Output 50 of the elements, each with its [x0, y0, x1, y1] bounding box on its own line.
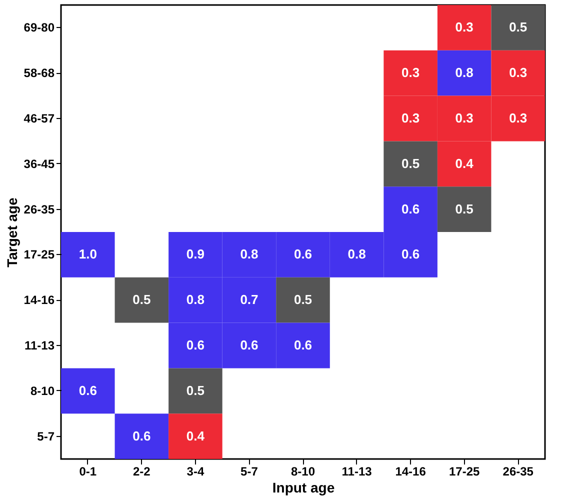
data-label: 0.8 — [240, 246, 258, 262]
data-label: 0.5 — [132, 292, 151, 308]
data-label: 0.3 — [455, 110, 474, 126]
x-tick-label: 2-2 — [132, 464, 151, 478]
data-label: 0.3 — [402, 110, 420, 126]
data-label: 0.5 — [455, 201, 474, 216]
data-label: 0.6 — [132, 428, 151, 444]
data-label: 0.6 — [294, 338, 312, 352]
data-label: 0.5 — [294, 292, 312, 308]
x-tick-label: 5-7 — [240, 464, 258, 478]
y-tick-label: 69-80 — [24, 20, 55, 35]
y-tick-label: 17-25 — [24, 248, 55, 262]
y-tick-label: 5-7 — [37, 429, 55, 444]
x-tick-label: 8-10 — [290, 464, 316, 478]
x-axis-title: Input age — [272, 480, 335, 496]
data-label: 0.3 — [509, 65, 528, 80]
data-label: 0.9 — [186, 246, 204, 262]
y-tick-label: 8-10 — [30, 384, 55, 398]
data-label: 0.8 — [348, 246, 366, 262]
data-label: 0.4 — [186, 428, 206, 444]
x-tick-label: 14-16 — [395, 464, 426, 478]
data-label: 0.6 — [78, 382, 97, 398]
y-tick-label: 36-45 — [24, 156, 55, 171]
data-label: 0.3 — [455, 20, 474, 35]
data-label: 0.6 — [240, 338, 258, 352]
y-tick-label: 26-35 — [24, 202, 55, 216]
y-tick-label: 46-57 — [24, 112, 55, 126]
data-label: 0.3 — [402, 65, 420, 80]
data-label: 0.5 — [402, 156, 420, 171]
data-label: 0.6 — [186, 338, 204, 352]
y-tick-label: 14-16 — [24, 293, 55, 308]
data-label: 0.6 — [294, 246, 312, 262]
data-label: 0.6 — [402, 246, 420, 262]
x-tick-label: 17-25 — [448, 464, 480, 478]
data-label: 0.8 — [455, 65, 474, 80]
data-label: 0.6 — [402, 201, 420, 216]
x-tick-label: 26-35 — [502, 464, 534, 478]
data-label: 0.5 — [509, 20, 528, 35]
data-label: 1.0 — [78, 246, 97, 262]
x-tick-label: 11-13 — [342, 464, 372, 478]
y-tick-label: 58-68 — [24, 66, 55, 80]
x-tick-label: 0-1 — [79, 464, 97, 478]
data-label: 0.8 — [186, 292, 204, 308]
data-label: 0.5 — [186, 382, 204, 398]
x-tick-label: 3-4 — [186, 464, 204, 478]
data-label: 0.7 — [240, 292, 258, 308]
y-tick-label: 11-13 — [24, 338, 55, 352]
y-axis-title: Target age — [4, 197, 20, 268]
data-label: 0.3 — [509, 110, 528, 126]
data-label: 0.4 — [455, 156, 474, 171]
